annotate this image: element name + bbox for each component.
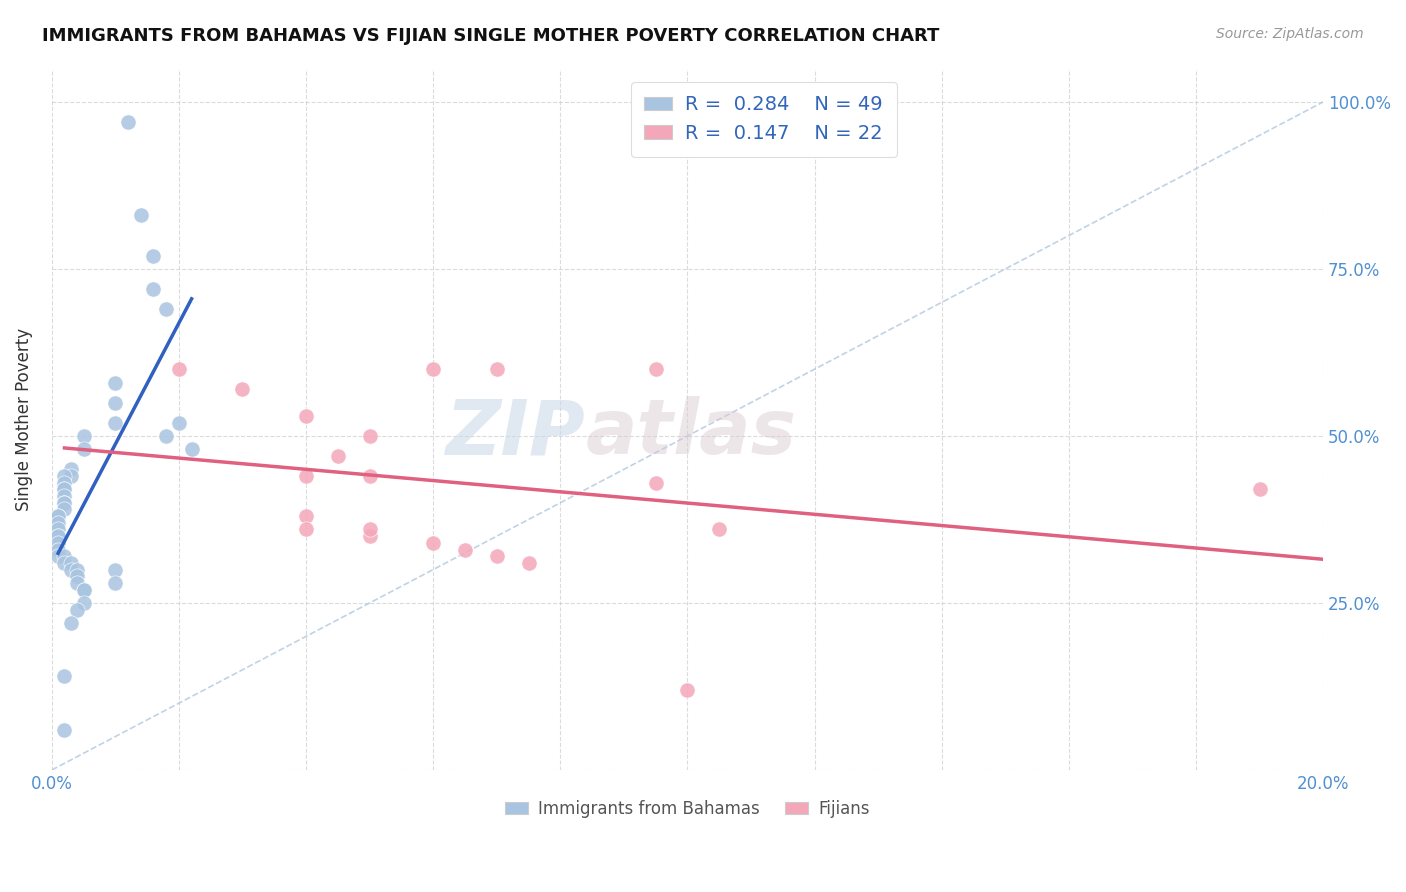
Point	[66, 569, 89, 583]
Point	[53, 483, 76, 497]
Point	[46, 536, 69, 550]
Point	[53, 669, 76, 683]
Point	[59, 615, 82, 630]
Text: ZIP: ZIP	[446, 396, 586, 470]
Point	[104, 563, 127, 577]
Point	[104, 416, 127, 430]
Point	[295, 409, 318, 423]
Point	[104, 576, 127, 591]
Point	[59, 563, 82, 577]
Point	[359, 469, 381, 483]
Point	[326, 449, 349, 463]
Point	[46, 529, 69, 543]
Point	[359, 529, 381, 543]
Point	[117, 115, 139, 129]
Point	[359, 523, 381, 537]
Point	[1249, 483, 1271, 497]
Point	[644, 475, 666, 490]
Point	[53, 469, 76, 483]
Point	[676, 682, 699, 697]
Point	[485, 362, 508, 376]
Point	[53, 723, 76, 737]
Point	[53, 496, 76, 510]
Point	[66, 576, 89, 591]
Point	[59, 556, 82, 570]
Point	[46, 516, 69, 530]
Point	[53, 496, 76, 510]
Point	[644, 362, 666, 376]
Text: atlas: atlas	[586, 396, 797, 470]
Text: Source: ZipAtlas.com: Source: ZipAtlas.com	[1216, 27, 1364, 41]
Point	[167, 416, 190, 430]
Point	[295, 509, 318, 524]
Point	[422, 536, 444, 550]
Point	[517, 556, 540, 570]
Point	[231, 382, 253, 396]
Point	[53, 496, 76, 510]
Point	[46, 542, 69, 557]
Point	[155, 301, 177, 316]
Point	[46, 509, 69, 524]
Point	[155, 429, 177, 443]
Point	[72, 582, 94, 597]
Point	[485, 549, 508, 564]
Point	[709, 523, 731, 537]
Point	[104, 395, 127, 409]
Point	[46, 549, 69, 564]
Point	[72, 596, 94, 610]
Point	[295, 469, 318, 483]
Point	[72, 429, 94, 443]
Point	[53, 556, 76, 570]
Point	[59, 469, 82, 483]
Point	[167, 362, 190, 376]
Point	[295, 523, 318, 537]
Point	[66, 602, 89, 616]
Point	[454, 542, 477, 557]
Point	[46, 523, 69, 537]
Point	[129, 209, 152, 223]
Legend: Immigrants from Bahamas, Fijians: Immigrants from Bahamas, Fijians	[498, 794, 876, 825]
Point	[53, 489, 76, 503]
Point	[104, 376, 127, 390]
Point	[66, 563, 89, 577]
Point	[142, 249, 165, 263]
Point	[53, 502, 76, 516]
Point	[72, 442, 94, 457]
Point	[180, 442, 202, 457]
Point	[53, 475, 76, 490]
Point	[53, 549, 76, 564]
Point	[359, 429, 381, 443]
Point	[422, 362, 444, 376]
Point	[142, 282, 165, 296]
Point	[72, 582, 94, 597]
Point	[46, 529, 69, 543]
Y-axis label: Single Mother Poverty: Single Mother Poverty	[15, 327, 32, 511]
Point	[46, 509, 69, 524]
Text: IMMIGRANTS FROM BAHAMAS VS FIJIAN SINGLE MOTHER POVERTY CORRELATION CHART: IMMIGRANTS FROM BAHAMAS VS FIJIAN SINGLE…	[42, 27, 939, 45]
Point	[59, 462, 82, 476]
Point	[53, 483, 76, 497]
